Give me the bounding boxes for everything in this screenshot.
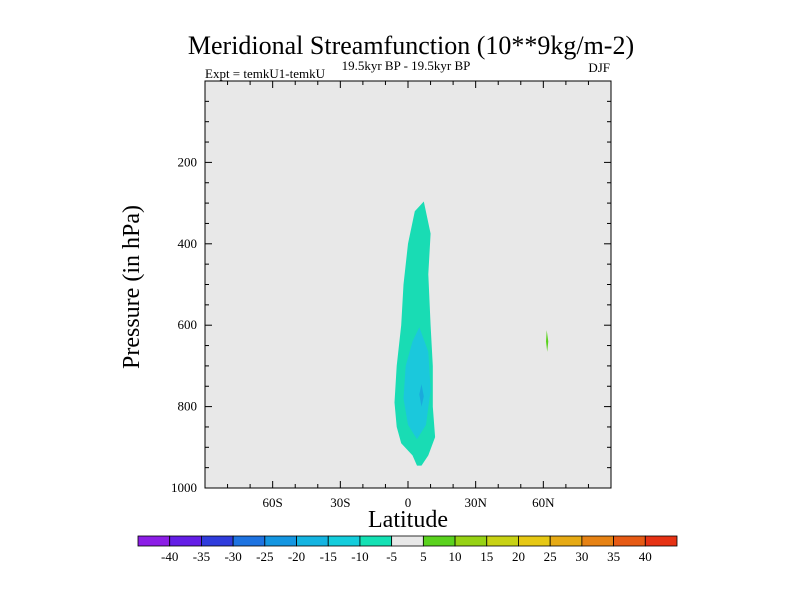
colorbar-label: 10 [449, 549, 462, 564]
x-axis-label: Latitude [368, 507, 448, 533]
colorbar-label: 15 [480, 549, 493, 564]
colorbar-swatch [486, 535, 519, 547]
x-tick-label: 60N [532, 495, 555, 510]
colorbar-label: -40 [161, 549, 178, 564]
colorbar-label: 35 [607, 549, 620, 564]
y-tick-label: 200 [178, 154, 198, 169]
y-axis-label: Pressure (in hPa) [119, 205, 145, 369]
x-tick-label: 60S [263, 495, 283, 510]
contour-regions [394, 201, 549, 466]
colorbar-swatch [613, 535, 646, 547]
colorbar-swatch [518, 535, 551, 547]
inner-negative-region [403, 327, 431, 440]
y-tick-label: 400 [178, 236, 198, 251]
colorbar: -40 -35 -30 -25 -20 -15 -10 -5 5 10 15 20 25 30 35 40 [137, 535, 678, 564]
y-axis: 200 400 600 800 1000 [171, 100, 611, 495]
colorbar-swatch [359, 535, 393, 547]
chart-title: Meridional Streamfunction (10**9kg/m-2) [188, 31, 634, 60]
experiment-label: Expt = temkU1-temkU [205, 66, 326, 81]
colorbar-label: 20 [512, 549, 525, 564]
colorbar-swatch [232, 535, 266, 547]
colorbar-swatch [581, 535, 614, 547]
colorbar-swatch [296, 535, 329, 547]
colorbar-label: -35 [193, 549, 210, 564]
colorbar-label: 5 [420, 549, 427, 564]
x-tick-label: 30S [330, 495, 350, 510]
x-tick-label: 0 [405, 495, 412, 510]
colorbar-swatch [391, 535, 424, 547]
colorbar-swatch [169, 535, 202, 547]
colorbar-label: 40 [639, 549, 652, 564]
colorbar-label: -15 [320, 549, 337, 564]
y-tick-label: 600 [178, 317, 198, 332]
y-tick-label: 1000 [171, 480, 197, 495]
season-label: DJF [588, 60, 610, 75]
colorbar-swatch [264, 535, 297, 547]
colorbar-swatch [422, 535, 456, 547]
colorbar-label: -20 [288, 549, 305, 564]
colorbar-swatch [549, 535, 583, 547]
colorbar-swatch [137, 535, 171, 547]
colorbar-swatch [201, 535, 234, 547]
colorbar-label: 25 [544, 549, 557, 564]
colorbar-label: -25 [256, 549, 273, 564]
x-axis: 60S 30S 0 30N 60N [204, 81, 612, 510]
colorbar-label: -10 [351, 549, 368, 564]
colorbar-label: -30 [224, 549, 241, 564]
positive-sliver-region [546, 330, 549, 352]
colorbar-swatch [644, 535, 678, 547]
inner-core-region [419, 384, 424, 407]
colorbar-label: 30 [575, 549, 588, 564]
time-period-label: 19.5kyr BP - 19.5kyr BP [342, 58, 471, 73]
colorbar-label: -5 [386, 549, 397, 564]
y-tick-label: 800 [178, 399, 198, 414]
colorbar-swatch [327, 535, 361, 547]
colorbar-swatch [454, 535, 488, 547]
x-tick-label: 30N [464, 495, 487, 510]
